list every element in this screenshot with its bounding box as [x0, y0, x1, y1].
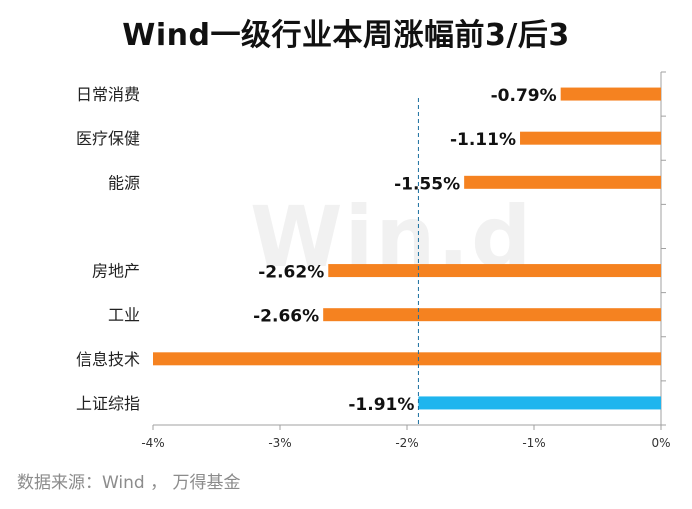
- category-label: 上证综指: [76, 394, 140, 413]
- x-tick-label: -1%: [522, 436, 545, 450]
- data-label: -2.66%: [253, 307, 319, 327]
- bar: [153, 352, 661, 366]
- category-label: 工业: [108, 306, 140, 325]
- data-label: -2.62%: [258, 263, 324, 283]
- category-label: 日常消费: [76, 85, 140, 104]
- bar: [520, 131, 661, 145]
- x-tick-label: -3%: [268, 436, 291, 450]
- category-label: 信息技术: [76, 350, 140, 369]
- x-tick-label: -2%: [395, 436, 418, 450]
- category-label: 房地产: [92, 262, 140, 281]
- data-label: -1.55%: [394, 174, 460, 194]
- x-tick-label: 0%: [651, 436, 670, 450]
- source-note: 数据来源：Wind ， 万得基金: [17, 473, 241, 493]
- data-label: -0.79%: [491, 86, 557, 106]
- bar: [328, 264, 661, 278]
- bar: [323, 308, 661, 322]
- x-tick-label: -4%: [141, 436, 164, 450]
- category-label: 医疗保健: [76, 129, 140, 148]
- bar: [464, 175, 661, 189]
- chart-title: Wind一级行业本周涨幅前3/后3: [122, 18, 570, 53]
- category-label: 能源: [108, 173, 140, 192]
- bar: [560, 87, 661, 101]
- bar: [418, 396, 661, 410]
- data-label: -1.91%: [348, 395, 414, 415]
- data-label: -1.11%: [450, 130, 516, 150]
